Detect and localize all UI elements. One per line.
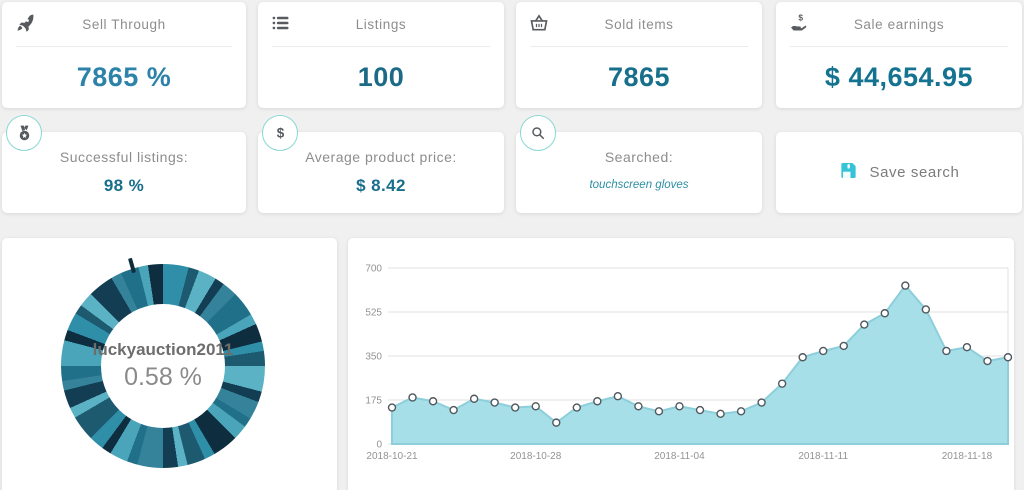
divider [272, 46, 490, 47]
divider [530, 46, 748, 47]
stat-value: 98 % [103, 176, 145, 195]
svg-text:2018-11-18: 2018-11-18 [942, 451, 993, 462]
searched-term: touchscreen gloves [589, 179, 689, 191]
svg-text:700: 700 [365, 264, 382, 275]
dollar-icon: $ [262, 115, 298, 151]
stat-value: 100 [357, 61, 405, 92]
save-search-card: Save search [776, 132, 1022, 213]
svg-text:2018-11-04: 2018-11-04 [654, 451, 705, 462]
svg-text:175: 175 [365, 396, 382, 407]
stat-card-successful-listings: Successful listings: 98 % [2, 115, 246, 213]
search-icon [520, 115, 556, 151]
svg-text:2018-10-28: 2018-10-28 [510, 451, 562, 462]
stat-label: Successful listings: [59, 149, 189, 165]
seller-share-card: luckyauction2011 0.58 % [2, 238, 337, 490]
earnings-icon: $ [789, 13, 809, 33]
svg-text:2018-10-21: 2018-10-21 [366, 451, 418, 462]
listings-chart-card: 0 175 350 525 700 2018-10-21 2018-10-28 2018-11… [348, 238, 1014, 490]
svg-text:$: $ [798, 13, 803, 23]
donut-chart[interactable]: luckyauction2011 0.58 % [61, 264, 265, 468]
stat-value: $ 8.42 [356, 176, 406, 195]
stat-label: Searched: [604, 149, 674, 165]
stat-label: Average product price: [305, 149, 457, 165]
rocket-icon [15, 13, 35, 33]
divider [790, 46, 1008, 47]
save-search-label: Save search [869, 164, 960, 181]
medal-icon [6, 115, 42, 151]
save-search-button[interactable]: Save search [776, 132, 1022, 213]
stat-card-average-price: $ Average product price: $ 8.42 [258, 115, 504, 213]
stat-label: Sell Through [82, 16, 166, 32]
donut-seller-percent: 0.58 % [124, 363, 202, 391]
list-icon [271, 13, 291, 33]
stat-card-searched: Searched: touchscreen gloves [516, 115, 762, 213]
stat-card-sell-through: Sell Through 7865 % [2, 2, 246, 108]
basket-icon [529, 13, 549, 33]
stat-label: Sold items [604, 16, 674, 32]
svg-text:2018-11-11: 2018-11-11 [798, 451, 848, 462]
donut-seller-name: luckyauction2011 [92, 340, 234, 359]
stat-label: Listings [355, 16, 407, 32]
svg-text:0: 0 [376, 440, 382, 451]
area-chart[interactable]: 0 175 350 525 700 2018-10-21 2018-10-28 2018-11… [348, 238, 1014, 486]
stat-value: 7865 % [76, 61, 172, 92]
stat-value: 7865 [607, 61, 671, 92]
svg-text:525: 525 [365, 308, 382, 319]
svg-text:350: 350 [365, 352, 382, 363]
stat-label: Sale earnings [853, 16, 945, 32]
divider [16, 46, 232, 47]
stat-card-listings: Listings 100 [258, 2, 504, 108]
svg-text:$: $ [276, 125, 284, 140]
save-icon [839, 161, 858, 185]
donut-center: luckyauction2011 0.58 % [93, 304, 233, 428]
stat-card-sold-items: Sold items 7865 [516, 2, 762, 108]
stat-card-sale-earnings: $ Sale earnings $ 44,654.95 [776, 2, 1022, 108]
stat-value: $ 44,654.95 [824, 61, 974, 92]
